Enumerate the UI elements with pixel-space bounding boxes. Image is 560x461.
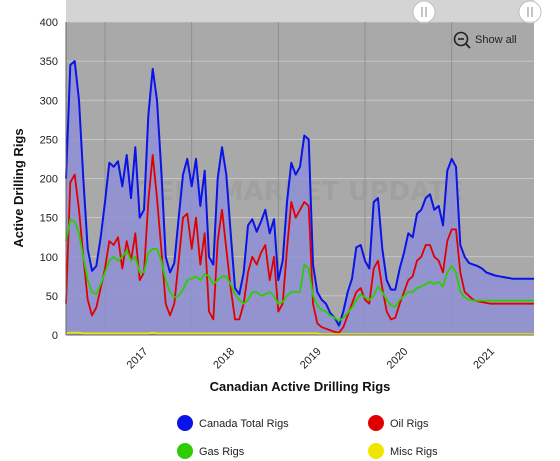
- y-tick-label: 100: [40, 252, 58, 264]
- y-tick-label: 0: [52, 330, 58, 342]
- y-tick-label: 300: [40, 95, 58, 107]
- series-line-canada-total-rigs: [65, 60, 534, 327]
- x-axis-title: Canadian Active Drilling Rigs: [210, 379, 391, 394]
- legend: Canada Total Rigs Oil Rigs Gas Rigs Misc Ri…: [177, 415, 438, 459]
- y-tick-label: 400: [40, 17, 58, 29]
- y-tick-label: 150: [40, 213, 58, 225]
- show-all-label: Show all: [475, 34, 517, 46]
- zoom-out-icon: [453, 31, 469, 47]
- legend-item-label[interactable]: Canada Total Rigs: [199, 418, 289, 430]
- x-tick-label: 2021: [471, 346, 497, 372]
- y-tick-label: 50: [46, 291, 58, 303]
- x-axis: 2017 2018 2019 2020 2021: [66, 334, 534, 372]
- legend-item-label[interactable]: Gas Rigs: [199, 446, 245, 458]
- series-group: [65, 60, 534, 336]
- legend-item-label[interactable]: Oil Rigs: [390, 418, 429, 430]
- series-line-misc-rigs: [65, 331, 534, 336]
- y-axis-title: Active Drilling Rigs: [11, 128, 26, 247]
- legend-item-label[interactable]: Misc Rigs: [390, 446, 438, 458]
- y-tick-label: 200: [40, 174, 58, 186]
- x-tick-label: 2017: [125, 346, 151, 372]
- series-line-gas-rigs: [65, 218, 534, 322]
- y-tick-label: 350: [40, 56, 58, 68]
- legend-marker: [368, 415, 384, 431]
- show-all-button[interactable]: Show all: [453, 31, 517, 49]
- canada-total-area: [66, 61, 534, 335]
- x-tick-label: 2020: [385, 346, 411, 372]
- y-axis: 0 50 100 150 200 250 300 350 400: [40, 17, 67, 342]
- x-tick-label: 2018: [211, 346, 237, 372]
- x-tick-label: 2019: [298, 346, 324, 372]
- navigator-handle-left[interactable]: [412, 0, 436, 24]
- navigator-handle-right[interactable]: [518, 0, 542, 24]
- y-tick-label: 250: [40, 134, 58, 146]
- legend-marker: [368, 443, 384, 459]
- navigator-track[interactable]: [66, 0, 534, 22]
- legend-marker: [177, 415, 193, 431]
- legend-marker: [177, 443, 193, 459]
